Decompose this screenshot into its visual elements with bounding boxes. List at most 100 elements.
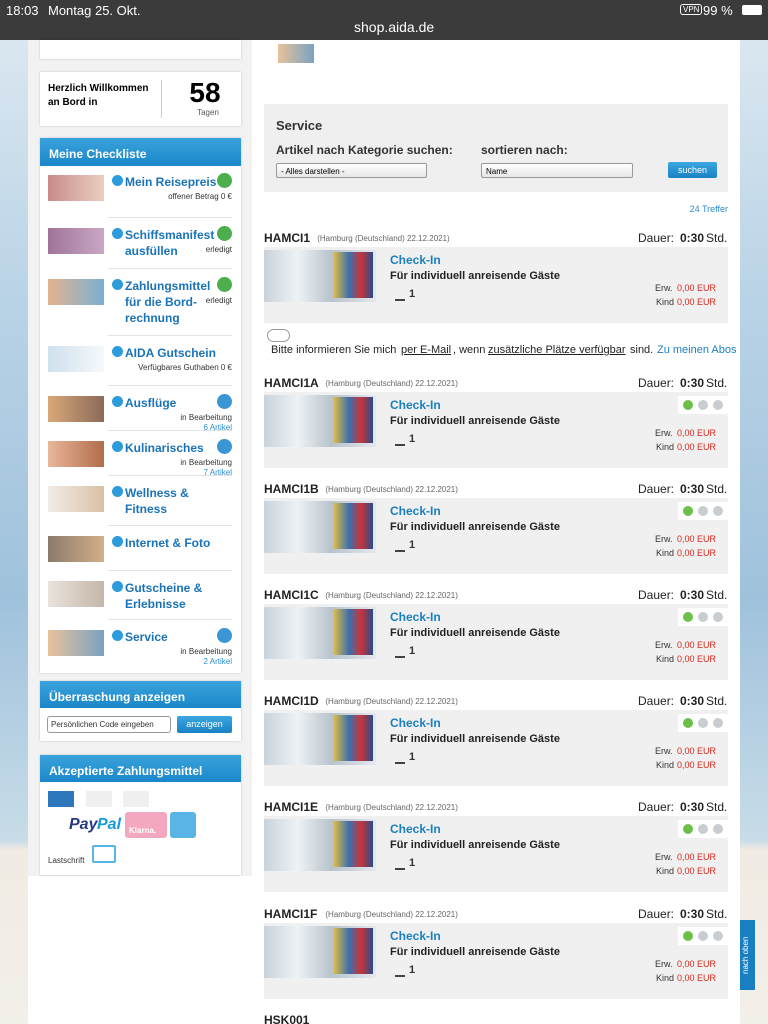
quantity-dash: [395, 868, 405, 870]
adult-label: Erw.: [655, 428, 673, 438]
product-code: HAMCI1C: [264, 588, 319, 602]
duration-label: Dauer:: [638, 588, 675, 602]
duration: 0:30: [680, 588, 705, 602]
category-select[interactable]: - Alles darstellen -: [276, 163, 427, 178]
item-label[interactable]: Wellness & Fitness: [125, 486, 189, 516]
bullet: [112, 486, 123, 497]
product-title[interactable]: Check-In: [390, 398, 441, 412]
item-label[interactable]: Ausflüge: [125, 396, 177, 410]
notify-text[interactable]: zusätzliche Plätze verfügbar: [488, 344, 626, 356]
sort-label: sortieren nach:: [481, 143, 568, 157]
duration-unit: Std.: [706, 800, 728, 814]
welcome-box: [40, 72, 241, 126]
product-title[interactable]: Check-In: [390, 929, 441, 943]
quantity[interactable]: 1: [409, 751, 416, 763]
back-to-top[interactable]: nach oben: [740, 920, 755, 990]
clock-icon: [217, 394, 232, 409]
battery: 99 %: [703, 3, 733, 18]
item-label[interactable]: Schiffsmanifest ausfüllen: [125, 228, 215, 258]
availability-dot: [713, 506, 723, 516]
item-status: Verfügbares Guthaben 0 €: [138, 363, 232, 372]
product-code: HAMCI1E: [264, 800, 319, 814]
product-people: [333, 928, 373, 974]
divider: [161, 80, 162, 118]
item-image: [48, 536, 104, 562]
product-title[interactable]: Check-In: [390, 253, 441, 267]
quantity[interactable]: 1: [409, 288, 416, 300]
child-label: Kind: [656, 654, 675, 664]
clock-icon: [217, 439, 232, 454]
availability-dot: [683, 824, 693, 834]
item-status: erledigt: [205, 296, 232, 305]
paypal-pal: Pal: [97, 816, 122, 833]
adult-label: Erw.: [655, 852, 673, 862]
item-label[interactable]: Internet & Foto: [125, 536, 211, 550]
duration-label: Dauer:: [638, 376, 675, 390]
product-code: HAMCI1A: [264, 376, 319, 390]
product-title[interactable]: Check-In: [390, 716, 441, 730]
welcome-text: Herzlich Willkommen an Bord in: [48, 83, 149, 108]
quantity[interactable]: 1: [409, 964, 416, 976]
product-location: (Hamburg (Deutschland) 22.12.2021): [325, 697, 458, 706]
product-title[interactable]: Check-In: [390, 504, 441, 518]
lastschrift-icon: [92, 845, 116, 863]
code-input[interactable]: Persönlichen Code eingeben: [47, 716, 171, 733]
notify-text[interactable]: Zu meinen Abos: [657, 344, 737, 356]
adult-label: Erw.: [655, 534, 673, 544]
product-title[interactable]: Check-In: [390, 822, 441, 836]
item-count: 7 Artikel: [203, 468, 232, 477]
item-image: [48, 581, 104, 607]
duration-unit: Std.: [706, 907, 728, 921]
toggle[interactable]: [267, 329, 290, 342]
surprise-title: Überraschung anzeigen: [40, 681, 241, 708]
item-label[interactable]: Service: [125, 630, 168, 644]
product-title[interactable]: Check-In: [390, 610, 441, 624]
separator: [108, 385, 232, 386]
item-label[interactable]: Zahlungsmittel für die Bord-rechnung: [125, 279, 211, 325]
quantity-dash: [395, 762, 405, 764]
search-button[interactable]: suchen: [668, 162, 717, 178]
duration-unit: Std.: [706, 482, 728, 496]
check-icon: [217, 226, 232, 241]
duration-label: Dauer:: [638, 482, 675, 496]
product-location: (Hamburg (Deutschland) 22.12.2021): [325, 379, 458, 388]
item-label[interactable]: AIDA Gutschein: [125, 346, 216, 360]
quantity[interactable]: 1: [409, 857, 416, 869]
notify-text[interactable]: per E-Mail: [401, 344, 452, 356]
product-location: (Hamburg (Deutschland) 22.12.2021): [325, 591, 458, 600]
sort-select[interactable]: Name: [481, 163, 633, 178]
quantity-dash: [395, 975, 405, 977]
item-status: in Bearbeitung: [180, 647, 232, 656]
item-label[interactable]: Gutscheine & Erlebnisse: [125, 581, 203, 611]
notify-text: , wenn: [453, 344, 486, 356]
child-label: Kind: [656, 973, 675, 983]
quantity[interactable]: 1: [409, 645, 416, 657]
duration-label: Dauer:: [638, 231, 675, 245]
days: 58: [189, 77, 221, 108]
child-label: Kind: [656, 297, 675, 307]
duration-label: Dauer:: [638, 907, 675, 921]
time: 18:03: [6, 3, 39, 18]
quantity[interactable]: 1: [409, 433, 416, 445]
lastschrift: Lastschrift: [48, 856, 85, 865]
product-people: [333, 252, 373, 298]
child-price: 0,00 EUR: [677, 760, 717, 770]
product-people: [333, 397, 373, 443]
item-status: in Bearbeitung: [180, 458, 232, 467]
item-label[interactable]: Kulinarisches: [125, 441, 204, 455]
item-image: [48, 630, 104, 656]
invoice-logo: [170, 812, 196, 838]
sidebar-top: [40, 40, 241, 59]
quantity[interactable]: 1: [409, 539, 416, 551]
show-button[interactable]: anzeigen: [177, 716, 232, 733]
item-label[interactable]: Mein Reisepreis: [125, 175, 217, 189]
klarna-logo: Klarna.: [125, 812, 167, 838]
url[interactable]: shop.aida.de: [354, 19, 435, 35]
product-people: [333, 609, 373, 655]
item-count: 6 Artikel: [203, 423, 232, 432]
availability-dot: [683, 931, 693, 941]
product-subtitle: Für individuell anreisende Gäste: [390, 627, 560, 639]
adult-label: Erw.: [655, 283, 673, 293]
adult-label: Erw.: [655, 746, 673, 756]
product-code: HAMCI1B: [264, 482, 319, 496]
